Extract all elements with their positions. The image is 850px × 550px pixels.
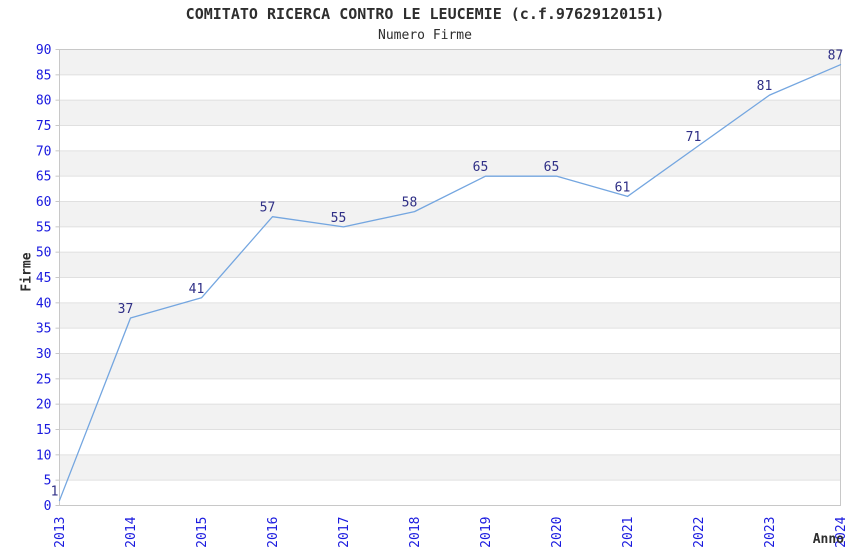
plot-band	[59, 252, 841, 278]
plot-band	[59, 74, 841, 101]
plot-band	[59, 302, 841, 329]
plot-band	[59, 404, 841, 430]
x-tick-label: 2017	[337, 517, 352, 548]
plot-band	[59, 49, 841, 75]
x-tick-label: 2020	[550, 517, 565, 548]
plot-band	[59, 150, 841, 177]
y-tick-label: 90	[36, 43, 52, 58]
chart-subtitle: Numero Firme	[378, 28, 472, 43]
data-point-label: 81	[757, 79, 773, 94]
data-point-label: 41	[189, 282, 205, 297]
data-series-line	[58, 64, 842, 502]
data-point-label: 65	[544, 160, 560, 175]
x-tick-label: 2023	[763, 517, 778, 548]
y-tick-label: 25	[36, 372, 52, 387]
x-tick-label: 2014	[124, 516, 139, 547]
plot-band	[59, 125, 841, 151]
y-tick-label: 80	[36, 94, 52, 109]
x-tick-label: 2019	[479, 517, 494, 548]
plot-band	[59, 176, 841, 202]
y-tick-label: 65	[36, 170, 52, 185]
y-tick-label: 40	[36, 296, 52, 311]
x-tick-label: 2022	[692, 517, 707, 548]
x-tick-label: 2013	[53, 517, 68, 548]
plot-band	[59, 378, 841, 405]
x-tick-label: 2015	[195, 517, 210, 548]
data-point-label: 87	[828, 49, 844, 64]
y-tick-label: 70	[36, 144, 52, 159]
data-point-label: 37	[118, 302, 134, 317]
y-tick-label: 50	[36, 246, 52, 261]
data-point-label: 71	[686, 130, 702, 145]
y-tick-label: 55	[36, 220, 52, 235]
x-tick-label: 2018	[408, 517, 423, 548]
y-tick-label: 35	[36, 322, 52, 337]
data-point-label: 55	[331, 211, 347, 226]
y-tick-label: 75	[36, 119, 52, 134]
chart-title: COMITATO RICERCA CONTRO LE LEUCEMIE (c.f…	[185, 5, 665, 23]
plot-band	[59, 100, 841, 126]
y-tick-label: 10	[36, 448, 52, 463]
x-tick-label: 2024	[834, 516, 849, 547]
y-tick-label: 45	[36, 271, 52, 286]
data-point-label: 65	[473, 160, 489, 175]
y-tick-label: 60	[36, 195, 52, 210]
x-tick-label: 2016	[266, 517, 281, 548]
x-axis-title: Anno	[812, 532, 844, 547]
data-point-label: 1	[51, 484, 59, 499]
plot-band	[59, 353, 841, 379]
plot-band	[59, 454, 841, 481]
plot-band	[59, 328, 841, 354]
y-tick-label: 30	[36, 347, 52, 362]
data-point-label: 57	[260, 201, 276, 216]
data-point-label: 61	[615, 180, 631, 195]
y-tick-label: 85	[36, 68, 52, 83]
y-tick-label: 5	[44, 474, 52, 489]
plot-band	[59, 480, 841, 506]
x-tick-label: 2021	[621, 517, 636, 548]
plot-band	[59, 429, 841, 455]
y-axis-title: Firme	[19, 252, 35, 292]
y-tick-label: 20	[36, 398, 52, 413]
y-tick-label: 15	[36, 423, 52, 438]
plot-band	[59, 226, 841, 253]
data-point-label: 58	[402, 196, 418, 211]
y-tick-label: 0	[44, 499, 52, 514]
plot-band	[59, 201, 841, 227]
plot-band	[59, 277, 841, 303]
